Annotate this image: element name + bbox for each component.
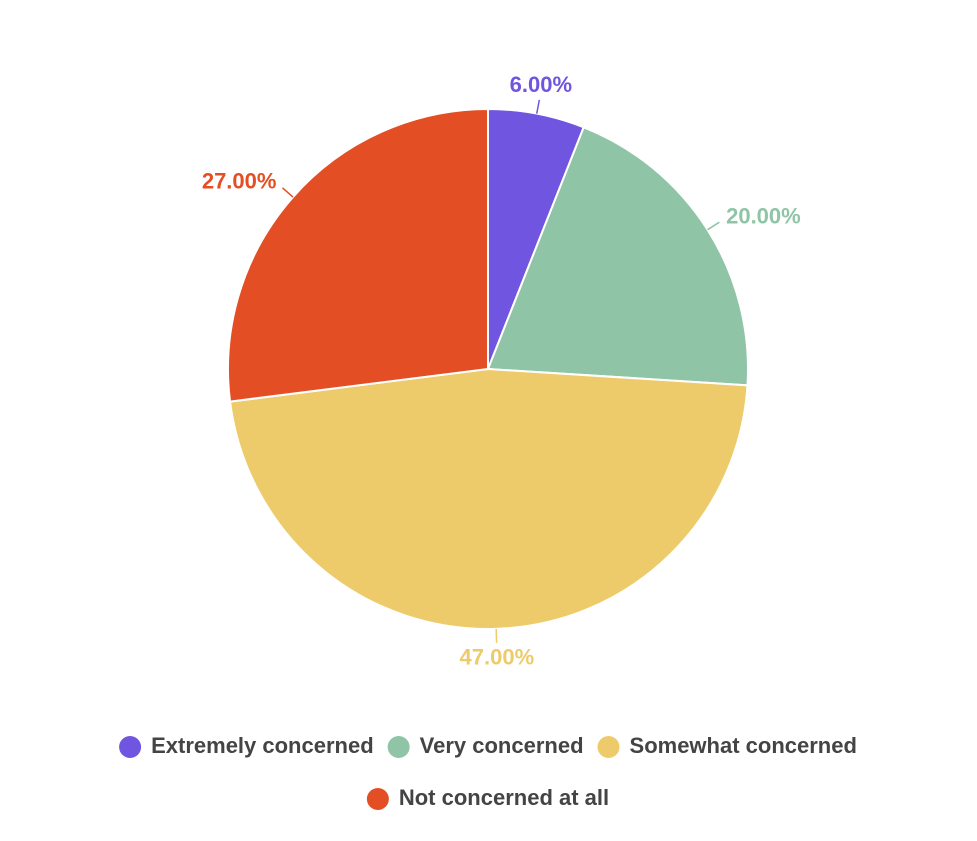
leader-line xyxy=(281,187,294,198)
legend-marker xyxy=(366,788,389,810)
pie-slice xyxy=(486,125,749,387)
legend-marker xyxy=(119,736,142,758)
leader-line xyxy=(535,99,541,114)
legend-item: Somewhat concerned xyxy=(597,733,857,758)
pie-slice xyxy=(227,107,489,403)
legend-marker xyxy=(387,736,410,758)
data-label: 47.00% xyxy=(460,645,535,670)
data-label: 6.00% xyxy=(510,72,572,97)
data-label: 20.00% xyxy=(726,204,801,229)
legend-marker xyxy=(597,736,620,758)
legend-label: Extremely concerned xyxy=(151,733,374,758)
legend-item: Extremely concerned xyxy=(119,733,374,758)
legend-label: Not concerned at all xyxy=(399,785,609,810)
leader-line xyxy=(707,221,720,231)
data-label: 27.00% xyxy=(202,168,277,193)
pie-slice xyxy=(228,367,749,630)
legend-item: Very concerned xyxy=(387,733,584,758)
legend-item: Not concerned at all xyxy=(366,785,609,810)
legend-label: Very concerned xyxy=(420,733,584,758)
legend-label: Somewhat concerned xyxy=(630,733,857,758)
